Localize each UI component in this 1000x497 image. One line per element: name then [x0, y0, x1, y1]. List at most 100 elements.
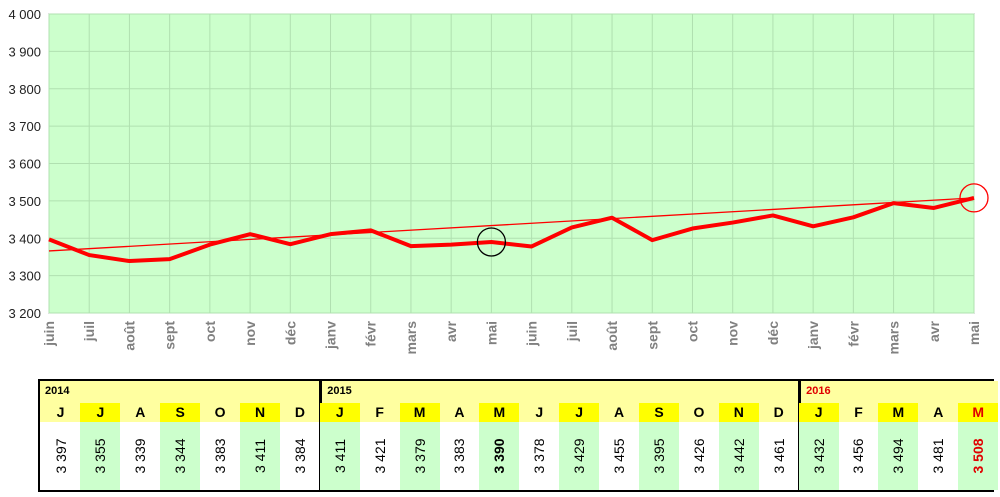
year-label: 2016 [806, 385, 831, 397]
x-tick-label: janv [323, 321, 339, 350]
monthly-values-table: 2014 J 3 397 J 3 355 A 3 339 S 3 344 O 3 383 N 3 411… [38, 379, 999, 492]
month-letter: N [718, 403, 759, 422]
x-tick-label: nov [242, 321, 258, 346]
value-text: 3 344 [172, 438, 189, 474]
value-cell: 3 383 [439, 422, 479, 490]
value-cell: 3 421 [360, 422, 400, 490]
value-text: 3 411 [331, 439, 348, 473]
value-text: 3 383 [212, 438, 229, 474]
gridlines [48, 13, 975, 314]
x-tick-label: févr [845, 320, 861, 346]
value-text: 3 378 [531, 438, 548, 474]
value-cell: 3 456 [838, 422, 878, 490]
x-tick-label: déc [282, 321, 298, 345]
y-tick-label: 3 900 [8, 44, 41, 59]
month-letter: N [240, 403, 280, 422]
year-block-2015: 2015 J 3 411 F 3 421 M 3 379 A 3 383 M 3 390 J 3 378… [319, 381, 799, 490]
highlight-circle [959, 183, 989, 213]
y-tick-label: 3 700 [8, 119, 41, 134]
value-cell: 3 411 [319, 422, 360, 490]
month-letter: J [56, 404, 65, 420]
value-cell: 3 429 [559, 422, 600, 490]
x-tick-label: janv [805, 321, 821, 350]
value-text: 3 379 [411, 438, 428, 474]
x-axis-ticks: juin juil août sept oct nov déc janv févr mars avr… [41, 320, 982, 354]
x-tick-label: sept [644, 321, 660, 350]
x-tick-label: déc [765, 321, 781, 345]
line-chart: 3 200 3 300 3 400 3 500 3 600 3 700 3 800 3 900… [8, 7, 989, 354]
year-block-2014: 2014 J 3 397 J 3 355 A 3 339 S 3 344 O 3 383 N 3 411… [40, 381, 320, 490]
value-text: 3 390 [491, 438, 508, 474]
value-text: 3 508 [970, 438, 987, 474]
month-letter: A [135, 404, 146, 420]
value-cell: 3 339 [120, 422, 160, 490]
y-tick-label: 3 800 [8, 82, 41, 97]
x-tick-label: juin [524, 321, 540, 347]
value-cell: 3 461 [759, 422, 799, 490]
month-letter: M [399, 403, 440, 422]
month-letter: S [638, 403, 679, 422]
x-tick-label: mai [483, 321, 499, 345]
highlight-circle [476, 227, 507, 257]
value-cell: 3 390 [479, 422, 520, 490]
month-letter: S [160, 403, 201, 422]
year-block-2016: 2016 J 3 432 F 3 456 M 3 494 A 3 481 M 3 508 [798, 381, 999, 490]
value-cell: 3 481 [918, 422, 958, 490]
x-tick-label: oct [684, 321, 700, 342]
y-tick-label: 3 200 [8, 306, 41, 321]
value-text: 3 383 [451, 438, 468, 474]
value-text: 3 397 [52, 438, 69, 474]
month-letter: A [614, 404, 625, 420]
y-tick-label: 3 500 [8, 194, 41, 209]
month-letter: M [958, 403, 999, 422]
value-text: 3 429 [571, 438, 588, 474]
value-text: 3 494 [890, 438, 907, 474]
x-tick-label: avr [926, 320, 942, 342]
month-letter: J [80, 403, 121, 422]
trend-line [48, 197, 975, 252]
value-text: 3 384 [291, 438, 308, 474]
month-letter: F [854, 404, 863, 420]
month-letter: M [479, 403, 520, 422]
value-text: 3 432 [810, 438, 827, 474]
x-tick-label: oct [202, 321, 218, 342]
value-cell: 3 455 [599, 422, 639, 490]
month-letter: M [878, 403, 919, 422]
x-tick-label: févr [363, 320, 379, 346]
value-cell: 3 355 [80, 422, 121, 490]
value-text: 3 421 [371, 438, 388, 474]
x-tick-label: août [604, 321, 620, 351]
month-letter: F [375, 404, 384, 420]
month-letter: J [319, 403, 360, 422]
month-letter: D [294, 404, 305, 420]
y-axis-ticks: 3 200 3 300 3 400 3 500 3 600 3 700 3 800 3 900… [8, 7, 41, 321]
x-tick-label: août [121, 321, 137, 351]
value-text: 3 355 [92, 438, 109, 474]
x-tick-label: juil [81, 321, 97, 342]
value-cell: 3 494 [878, 422, 919, 490]
value-cell: 3 384 [280, 422, 320, 490]
value-text: 3 395 [650, 438, 667, 474]
year-label: 2014 [45, 385, 70, 397]
highlight-circles [476, 183, 989, 257]
value-cell: 3 378 [519, 422, 559, 490]
x-tick-label: sept [162, 321, 178, 350]
x-tick-label: mars [403, 321, 419, 355]
y-tick-label: 4 000 [8, 7, 41, 22]
value-cell: 3 379 [399, 422, 440, 490]
value-cell: 3 442 [718, 422, 759, 490]
x-tick-label: nov [725, 321, 741, 346]
y-tick-label: 3 400 [8, 231, 41, 246]
value-cell: 3 411 [240, 422, 280, 490]
value-cell: 3 383 [200, 422, 240, 490]
month-letter: O [214, 404, 226, 420]
month-letter: O [693, 404, 705, 420]
x-tick-label: mai [966, 321, 982, 345]
value-text: 3 426 [690, 438, 707, 474]
value-cell: 3 397 [41, 422, 81, 490]
value-text: 3 442 [730, 438, 747, 474]
month-letter: J [798, 403, 839, 422]
value-text: 3 481 [930, 438, 947, 474]
value-text: 3 411 [252, 439, 268, 473]
value-cell: 3 432 [798, 422, 839, 490]
